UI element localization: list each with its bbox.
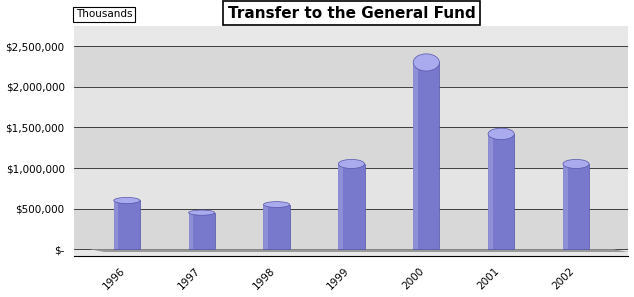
Title: Transfer to the General Fund: Transfer to the General Fund — [228, 6, 476, 20]
Bar — [264, 205, 290, 249]
Bar — [488, 134, 514, 249]
Bar — [488, 134, 493, 249]
Bar — [339, 164, 365, 249]
Bar — [188, 213, 193, 249]
Bar — [413, 62, 439, 249]
Ellipse shape — [188, 210, 215, 215]
Bar — [264, 205, 268, 249]
Bar — [339, 164, 343, 249]
Bar — [188, 213, 215, 249]
Ellipse shape — [413, 54, 439, 71]
Polygon shape — [89, 249, 628, 252]
Bar — [563, 164, 567, 249]
Ellipse shape — [488, 128, 514, 140]
Ellipse shape — [563, 159, 589, 168]
Ellipse shape — [113, 198, 140, 203]
Bar — [74, 168, 628, 208]
Bar — [74, 208, 628, 249]
Ellipse shape — [264, 202, 290, 207]
Bar — [413, 62, 418, 249]
Bar — [74, 87, 628, 127]
Ellipse shape — [339, 159, 365, 168]
Bar — [563, 164, 589, 249]
Bar — [74, 127, 628, 168]
Bar — [113, 200, 140, 249]
Bar — [74, 46, 628, 87]
Bar — [113, 200, 119, 249]
Text: Thousands: Thousands — [76, 9, 133, 19]
